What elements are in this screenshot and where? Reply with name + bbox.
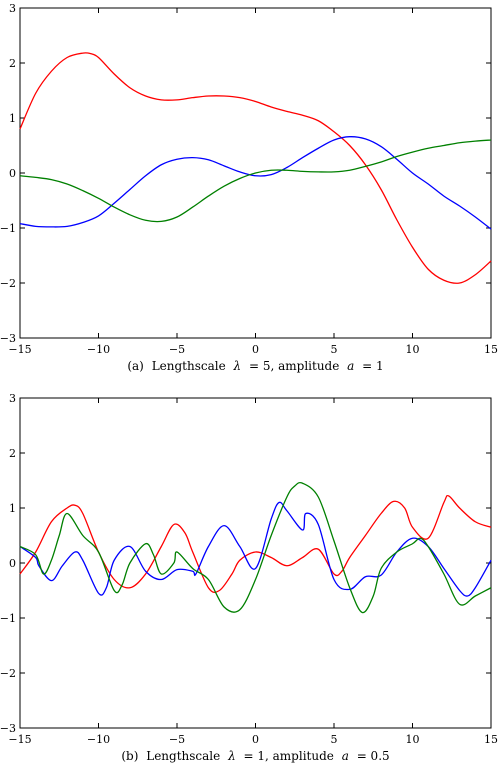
y-tick-label: 0 [9, 167, 16, 180]
y-tick-label: −3 [0, 722, 16, 735]
x-tick-label: 0 [252, 733, 259, 746]
x-tick-label: 5 [331, 733, 338, 746]
x-tick-label: 5 [331, 343, 338, 356]
x-tick-label: −15 [8, 733, 31, 746]
caption-a-lambda: λ [233, 359, 242, 373]
series-line-a-3 [19, 139, 492, 223]
y-tick-label: −2 [0, 667, 16, 680]
y-tick-label: 2 [9, 447, 16, 460]
x-tick-label: 15 [484, 343, 498, 356]
x-tick-label: −10 [87, 733, 110, 746]
y-tick-label: 1 [9, 502, 16, 515]
x-tick-label: −5 [169, 733, 185, 746]
caption-a-prefix: (a) [127, 359, 144, 373]
y-tick-label: −1 [0, 612, 16, 625]
caption-b-text-3: = 0.5 [357, 749, 390, 763]
y-tick-label: 3 [9, 392, 16, 405]
x-tick-label: 10 [406, 733, 420, 746]
y-tick-label: 2 [9, 57, 16, 70]
y-tick-label: 3 [9, 2, 16, 15]
x-tick-label: 10 [406, 343, 420, 356]
y-tick-label: 0 [9, 557, 16, 570]
x-tick-label: 0 [252, 343, 259, 356]
caption-b-lambda: λ [227, 749, 236, 763]
plot-frame-b [19, 397, 492, 729]
series-line-b-2 [19, 501, 492, 597]
caption-b-text-2: = 1, amplitude [244, 749, 334, 763]
x-tick-label: −5 [169, 343, 185, 356]
series-line-a-2 [19, 136, 492, 230]
caption-a-text-1: Lengthscale [152, 359, 226, 373]
caption-b: (b) Lengthscale λ = 1, amplitude a = 0.5 [121, 749, 389, 763]
x-tick-label: 15 [484, 733, 498, 746]
caption-a-text-3: = 1 [362, 359, 384, 373]
series-group-a [19, 52, 492, 284]
caption-b-amp: a [342, 749, 349, 763]
caption-a: (a) Lengthscale λ = 5, amplitude a = 1 [127, 359, 383, 373]
series-group-b [19, 481, 492, 614]
caption-b-prefix: (b) [121, 749, 138, 763]
y-tick-label: −2 [0, 277, 16, 290]
caption-b-text-1: Lengthscale [146, 749, 220, 763]
caption-a-amp: a [347, 359, 354, 373]
x-tick-label: −15 [8, 343, 31, 356]
y-tick-label: −1 [0, 222, 16, 235]
caption-a-text-2: = 5, amplitude [249, 359, 339, 373]
series-line-b-3 [19, 481, 492, 614]
x-tick-label: −10 [87, 343, 110, 356]
y-tick-label: −3 [0, 332, 16, 345]
series-line-a-1 [19, 52, 492, 284]
y-tick-label: 1 [9, 112, 16, 125]
